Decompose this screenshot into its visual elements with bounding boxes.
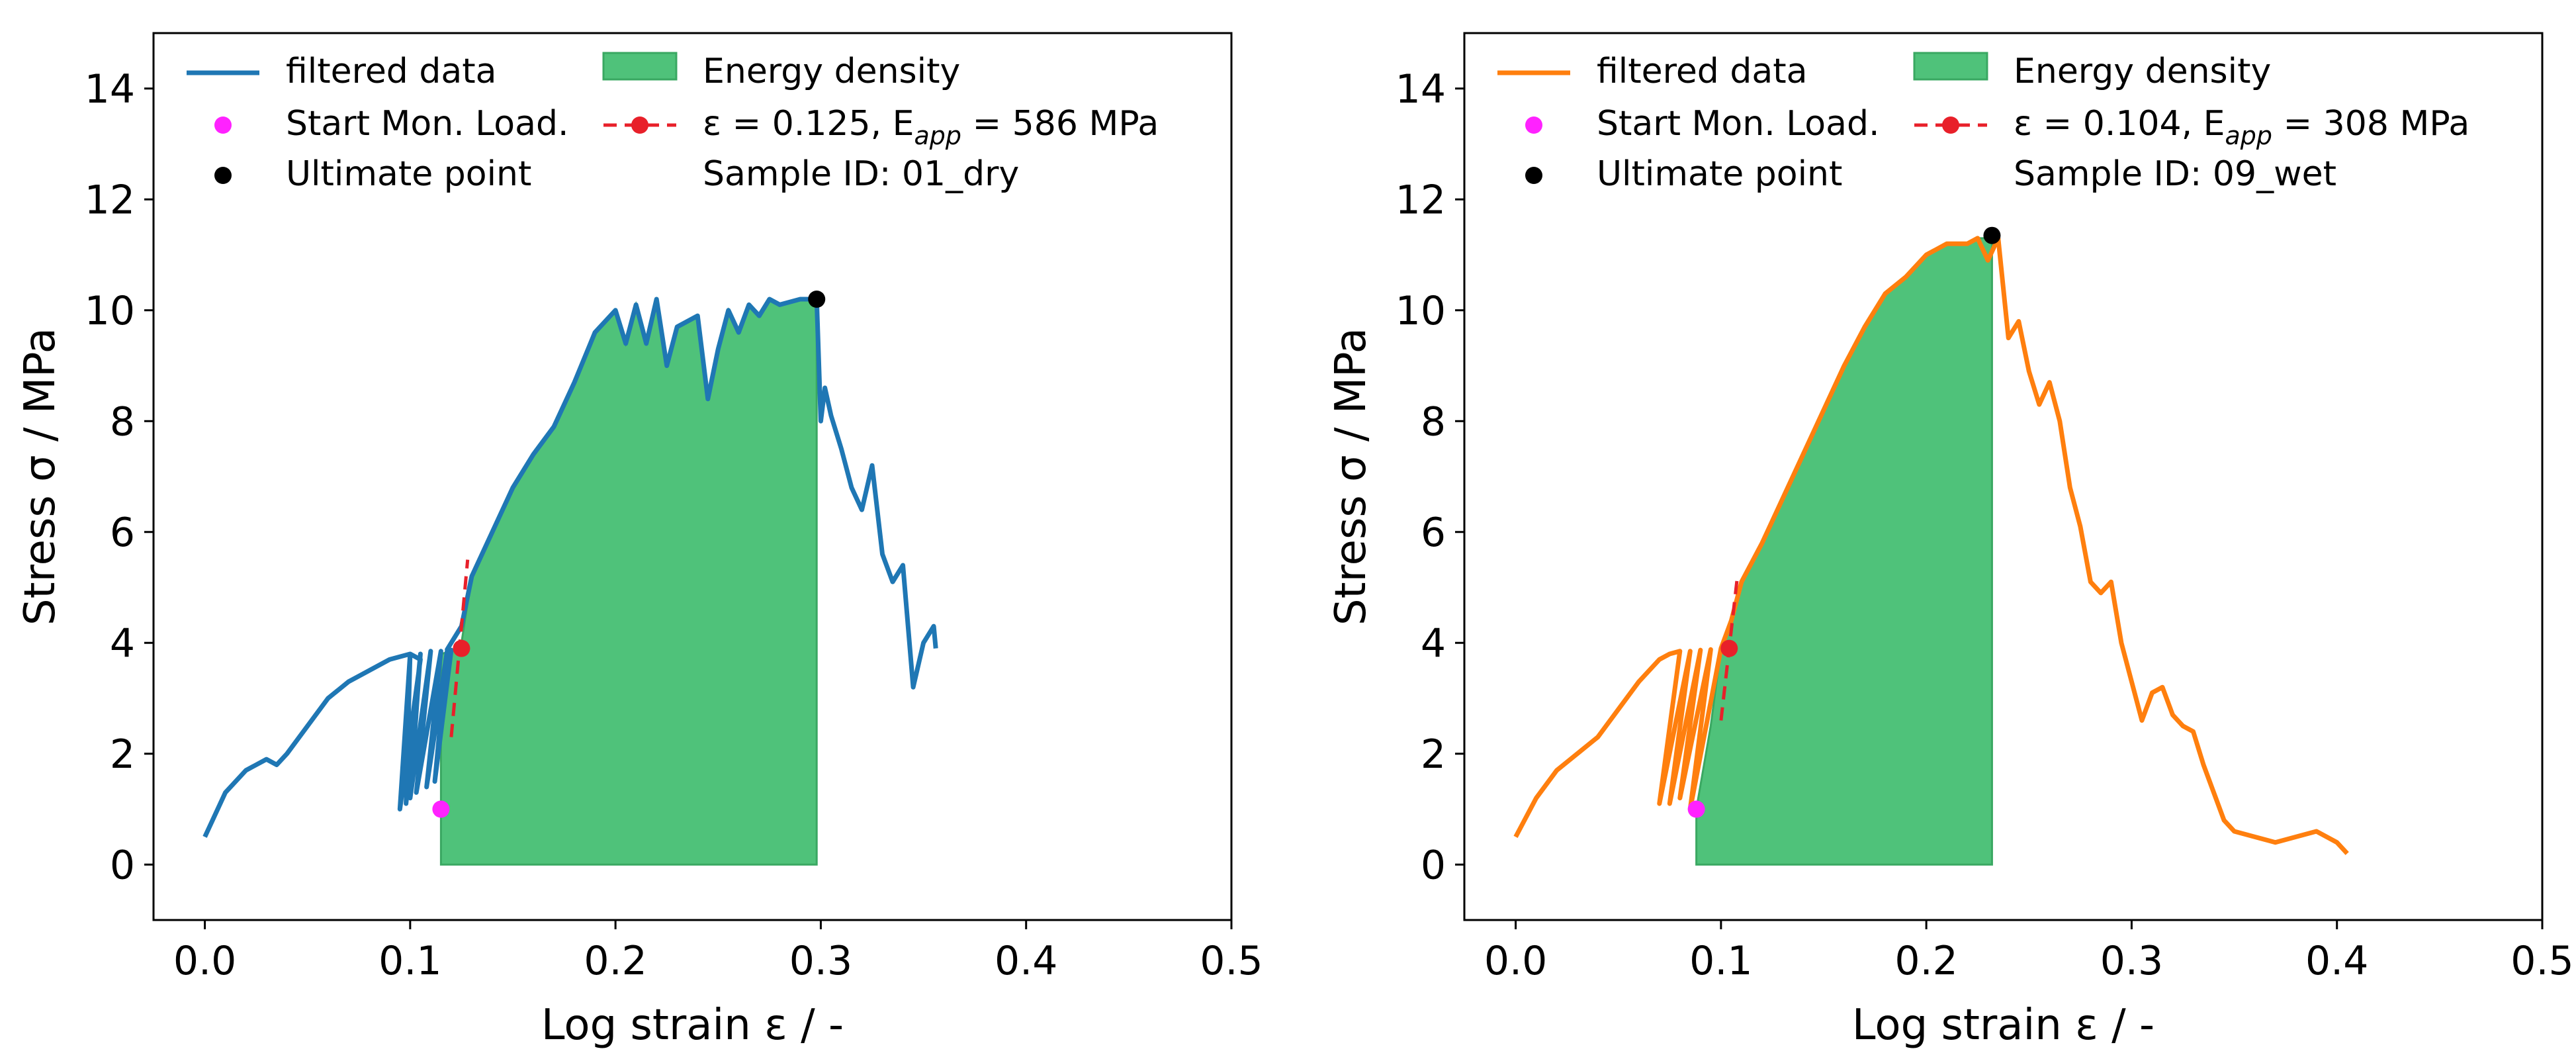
y-tick-label: 14 bbox=[85, 66, 135, 113]
y-tick-label: 2 bbox=[1421, 731, 1446, 778]
x-tick-label: 0.1 bbox=[1689, 938, 1752, 984]
legend-label-prefix: ε = 0.125, E bbox=[703, 104, 914, 144]
legend-black-dot bbox=[1525, 167, 1542, 184]
chart-left: 0.0 0.1 0.2 0.3 0.4 0.5 0 2 4 6 8 10 12 14 Log strain … bbox=[16, 32, 1263, 1050]
legend-label: filtered data bbox=[1597, 52, 1807, 91]
x-tick-label: 0.3 bbox=[2100, 938, 2163, 984]
x-tick-label: 0.4 bbox=[995, 938, 1057, 984]
x-tick-label: 0.0 bbox=[173, 938, 236, 984]
energy-density-area bbox=[1695, 237, 1993, 866]
y-tick-label: 2 bbox=[110, 731, 135, 778]
legend-label: Ultimate point bbox=[286, 154, 531, 194]
legend-label: ε = 0.104, Eapp = 308 MPa bbox=[2014, 104, 2469, 150]
y-tick-label: 14 bbox=[1396, 66, 1446, 113]
y-tick-label: 12 bbox=[85, 177, 135, 223]
legend-label-subscript: app bbox=[914, 121, 962, 150]
legend-black-dot bbox=[214, 167, 232, 184]
y-tick-label: 4 bbox=[110, 620, 135, 667]
plot-frame bbox=[1463, 32, 2544, 921]
x-tick-label: 0.1 bbox=[378, 938, 441, 984]
legend-label-suffix: = 586 MPa bbox=[961, 104, 1159, 144]
x-tick-label: 0.5 bbox=[2510, 938, 2573, 984]
legend-label: Sample ID: 01_dry bbox=[703, 154, 1019, 194]
chart-right: 0.0 0.1 0.2 0.3 0.4 0.5 0 2 4 6 8 10 12 14 Log strain … bbox=[1327, 32, 2574, 1050]
filtered-data-line bbox=[202, 297, 938, 838]
legend-label: Sample ID: 09_wet bbox=[2014, 154, 2336, 194]
y-tick-label: 0 bbox=[1421, 842, 1446, 888]
ultimate-point bbox=[808, 291, 826, 308]
legend-label: Start Mon. Load. bbox=[1597, 104, 1880, 144]
legend-label: Start Mon. Load. bbox=[286, 104, 569, 144]
legend-label: filtered data bbox=[286, 52, 496, 91]
legend-magenta-dot bbox=[214, 116, 232, 134]
y-axis-label: Stress σ / MPa bbox=[1327, 328, 1376, 625]
x-tick-label: 0.5 bbox=[1200, 938, 1263, 984]
legend-label-prefix: ε = 0.104, E bbox=[2014, 104, 2225, 144]
y-tick-label: 0 bbox=[110, 842, 135, 888]
legend-red-dot bbox=[631, 116, 648, 134]
x-tick-label: 0.3 bbox=[789, 938, 852, 984]
y-tick-label: 8 bbox=[110, 398, 135, 445]
ultimate-point bbox=[1983, 226, 2001, 244]
y-tick-label: 10 bbox=[1396, 288, 1446, 334]
legend-label: Energy density bbox=[703, 52, 960, 91]
x-tick-label: 0.2 bbox=[584, 938, 646, 984]
legend-magenta-dot bbox=[1525, 116, 1542, 134]
x-tick-label: 0.0 bbox=[1484, 938, 1547, 984]
legend-label: Ultimate point bbox=[1597, 154, 1842, 194]
legend-label: Energy density bbox=[2014, 52, 2271, 91]
start-mon-load-point bbox=[1687, 800, 1705, 818]
legend-red-dot bbox=[1942, 116, 1959, 134]
start-mon-load-point bbox=[432, 800, 450, 818]
y-tick-label: 6 bbox=[1421, 510, 1446, 556]
x-tick-label: 0.4 bbox=[2305, 938, 2368, 984]
legend: filtered data Start Mon. Load. Ultimate po… bbox=[187, 52, 1159, 194]
energy-density-area bbox=[439, 298, 818, 866]
legend-energy-patch bbox=[1913, 52, 1988, 81]
apparent-modulus-point bbox=[453, 639, 470, 657]
legend-energy-patch bbox=[602, 52, 678, 81]
apparent-modulus-point bbox=[1720, 639, 1738, 657]
x-axis-label: Log strain ε / - bbox=[1852, 1001, 2154, 1050]
y-axis-label: Stress σ / MPa bbox=[16, 328, 65, 625]
y-tick-label: 8 bbox=[1421, 398, 1446, 445]
legend-label-subscript: app bbox=[2225, 121, 2273, 150]
legend-label-suffix: = 308 MPa bbox=[2272, 104, 2469, 144]
y-tick-label: 10 bbox=[85, 288, 135, 334]
legend: filtered data Start Mon. Load. Ultimate po… bbox=[1497, 52, 2469, 194]
filtered-data-line bbox=[1513, 236, 2349, 855]
legend-label: ε = 0.125, Eapp = 586 MPa bbox=[703, 104, 1159, 150]
x-tick-label: 0.2 bbox=[1894, 938, 1957, 984]
x-axis-label: Log strain ε / - bbox=[541, 1001, 844, 1050]
y-tick-label: 4 bbox=[1421, 620, 1446, 667]
y-tick-label: 6 bbox=[110, 510, 135, 556]
plot-frame bbox=[152, 32, 1233, 921]
y-tick-label: 12 bbox=[1396, 177, 1446, 223]
